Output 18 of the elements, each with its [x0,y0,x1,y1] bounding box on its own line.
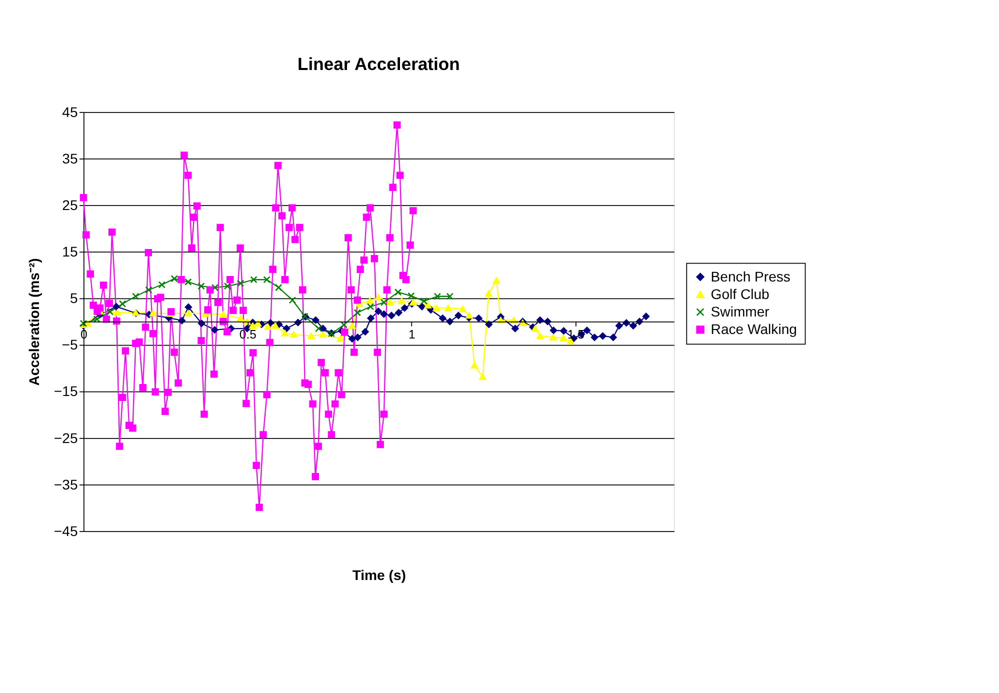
y-tick-label: −15 [54,383,78,400]
legend-label: Swimmer [710,303,770,320]
y-tick-label: 15 [62,244,78,260]
y-tick-label: 5 [70,290,78,306]
x-tick-label: 1 [408,328,416,342]
y-tick-label: 45 [62,104,78,120]
y-tick-label: 25 [62,196,78,213]
chart-title: Linear Acceleration [298,54,460,74]
y-tick-label: 35 [62,150,78,166]
legend-label: Bench Press [710,268,790,284]
y-tick-label: −35 [54,476,78,492]
legend-label: Golf Club [710,286,770,302]
legend-label: Race Walking [710,321,797,338]
y-axis-title: Acceleration (ms⁻²) [26,258,42,386]
y-tick-label: −5 [62,336,78,353]
y-tick-label: −45 [54,522,78,539]
y-tick-label: −25 [54,430,78,446]
x-axis-title: Time (s) [352,566,406,583]
